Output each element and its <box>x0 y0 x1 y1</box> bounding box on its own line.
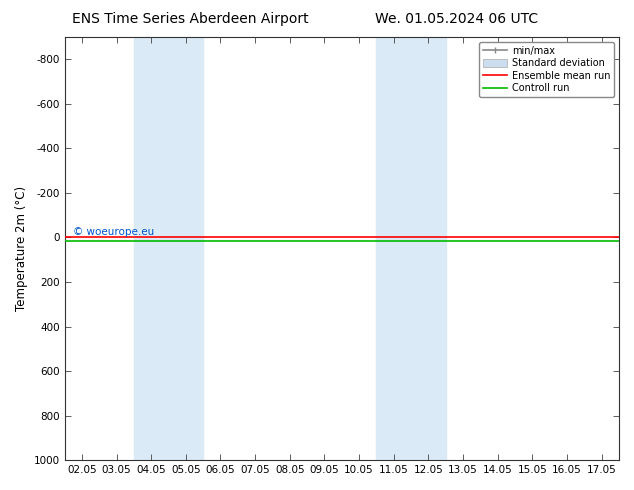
Text: We. 01.05.2024 06 UTC: We. 01.05.2024 06 UTC <box>375 12 538 26</box>
Y-axis label: Temperature 2m (°C): Temperature 2m (°C) <box>15 186 28 311</box>
Text: ENS Time Series Aberdeen Airport: ENS Time Series Aberdeen Airport <box>72 12 309 26</box>
Text: © woeurope.eu: © woeurope.eu <box>73 227 154 238</box>
Legend: min/max, Standard deviation, Ensemble mean run, Controll run: min/max, Standard deviation, Ensemble me… <box>479 42 614 97</box>
Bar <box>134 37 203 460</box>
Bar <box>377 37 446 460</box>
